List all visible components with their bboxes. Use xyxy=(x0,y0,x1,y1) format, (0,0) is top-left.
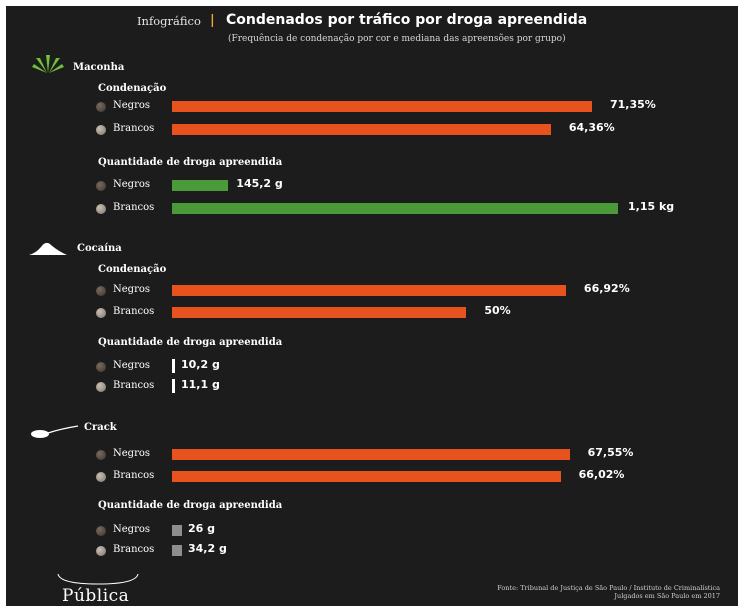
condenacao-value: 66,92% xyxy=(583,282,630,295)
condenacao-value: 71,35% xyxy=(610,98,656,111)
quantidade-bar xyxy=(172,359,175,373)
spoon-icon xyxy=(31,425,79,438)
brancos-dot xyxy=(96,308,106,318)
quantidade-bar xyxy=(172,525,182,536)
condenacao-title: Condenação xyxy=(98,83,167,94)
cannabis-leaf-icon xyxy=(32,55,64,73)
quantidade-value: 1,15 kg xyxy=(628,200,675,213)
publica-logo: Pública xyxy=(62,586,130,606)
quantidade-value: 145,2 g xyxy=(236,177,283,190)
row-label: Brancos xyxy=(113,202,155,213)
row-label: Brancos xyxy=(113,306,155,317)
brancos-dot xyxy=(96,546,106,556)
row-label: Negros xyxy=(113,179,151,190)
infographic-panel: Infográfico | Condenados por tráfico por… xyxy=(6,6,738,606)
condenacao-bar xyxy=(172,449,570,460)
source-note: Fonte: Tribunal de Justiça de São Paulo … xyxy=(497,584,720,600)
negros-dot xyxy=(96,450,106,460)
quantidade-value: 34,2 g xyxy=(188,542,227,555)
row-label: Negros xyxy=(113,448,151,459)
source-line-1: Fonte: Tribunal de Justiça de São Paulo … xyxy=(497,584,720,592)
row-label: Brancos xyxy=(113,470,155,481)
condenacao-value: 67,55% xyxy=(587,446,634,459)
quantidade-value: 10,2 g xyxy=(181,358,220,371)
publica-logo-arc xyxy=(57,573,139,585)
row-label: Negros xyxy=(113,360,151,371)
row-label: Brancos xyxy=(113,544,155,555)
negros-dot xyxy=(96,286,106,296)
brancos-dot xyxy=(96,204,106,214)
quantidade-title: Quantidade de droga apreendida xyxy=(98,157,283,168)
condenacao-bar xyxy=(172,285,566,296)
condenacao-value: 50% xyxy=(484,304,511,317)
drug-name-3: Crack xyxy=(84,422,117,433)
quantidade-bar xyxy=(172,180,229,191)
page-title: Condenados por tráfico por droga apreend… xyxy=(226,12,588,28)
negros-dot xyxy=(96,362,106,372)
brancos-dot xyxy=(96,125,106,135)
brancos-dot xyxy=(96,472,106,482)
quantidade-bar xyxy=(172,379,175,393)
condenacao-title: Condenação xyxy=(98,264,167,275)
quantidade-title: Quantidade de droga apreendida xyxy=(98,337,283,348)
drug-name-2: Cocaína xyxy=(77,243,122,254)
powder-pile-icon xyxy=(29,242,67,255)
condenacao-bar xyxy=(172,307,467,318)
quantidade-bar xyxy=(172,545,182,556)
condenacao-value: 64,36% xyxy=(568,121,615,134)
condenacao-bar xyxy=(172,101,592,112)
brancos-dot xyxy=(96,382,106,392)
row-label: Brancos xyxy=(113,123,155,134)
quantidade-title: Quantidade de droga apreendida xyxy=(98,500,283,511)
row-label: Negros xyxy=(113,284,151,295)
quantidade-value: 26 g xyxy=(188,522,216,535)
quantidade-value: 11,1 g xyxy=(181,378,220,391)
header-kicker: Infográfico xyxy=(137,14,201,28)
source-line-2: Julgados em São Paulo em 2017 xyxy=(614,592,720,600)
header-separator: | xyxy=(210,13,215,28)
row-label: Brancos xyxy=(113,380,155,391)
negros-dot xyxy=(96,526,106,536)
quantidade-bar xyxy=(172,203,618,214)
page-subtitle: (Frequência de condenação por cor e medi… xyxy=(228,34,566,44)
condenacao-bar xyxy=(172,471,561,482)
row-label: Negros xyxy=(113,524,151,535)
drug-name-1: Maconha xyxy=(73,62,125,73)
negros-dot xyxy=(96,181,106,191)
condenacao-value: 66,02% xyxy=(578,468,625,481)
row-label: Negros xyxy=(113,100,151,111)
condenacao-bar xyxy=(172,124,551,135)
negros-dot xyxy=(96,102,106,112)
